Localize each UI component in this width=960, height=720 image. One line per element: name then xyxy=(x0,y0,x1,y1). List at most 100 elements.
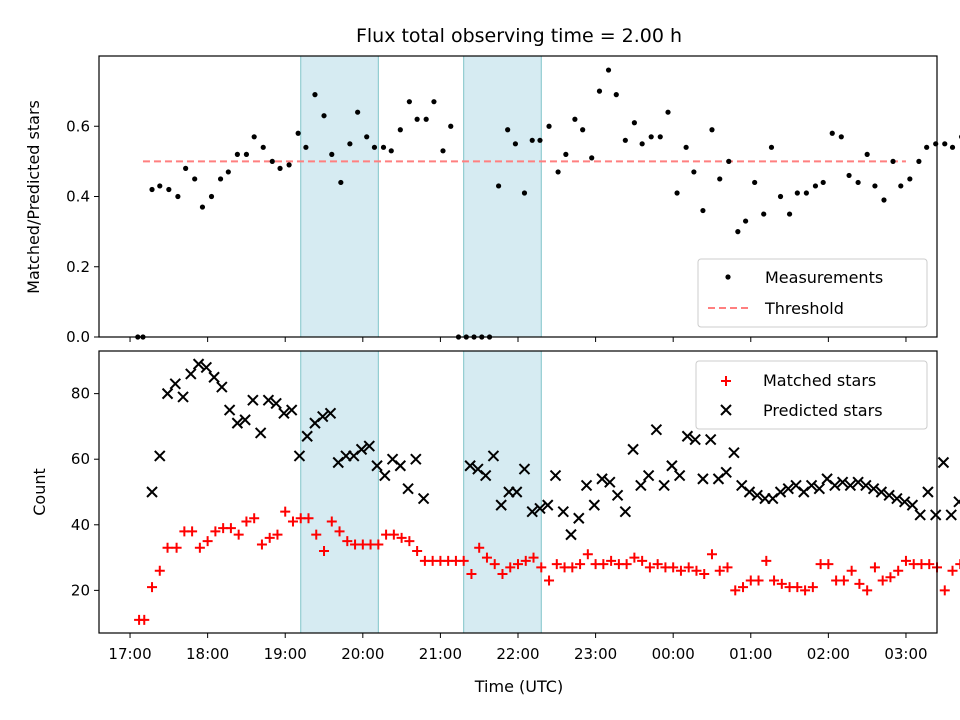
predicted-star-point xyxy=(542,499,554,511)
predicted-star-point xyxy=(355,443,368,456)
measurement-point xyxy=(529,137,535,143)
matched-star-point xyxy=(955,559,960,570)
measurement-point xyxy=(355,109,361,115)
measurement-point xyxy=(321,113,327,119)
matched-star-point xyxy=(311,529,322,540)
predicted-star-point xyxy=(673,469,686,482)
measurement-point xyxy=(423,116,429,122)
measurement-point xyxy=(243,151,250,157)
measurement-point xyxy=(225,169,231,175)
bottom-xtick-label: 01:00 xyxy=(729,645,772,663)
predicted-star-point xyxy=(200,361,213,374)
matched-star-point xyxy=(256,539,267,550)
bottom-xtick-label: 20:00 xyxy=(341,645,384,663)
predicted-star-point xyxy=(223,404,236,416)
measurement-point xyxy=(864,151,870,157)
predicted-star-point xyxy=(363,440,375,452)
matched-star-point xyxy=(396,532,407,543)
measurement-point xyxy=(846,172,852,179)
predicted-star-point xyxy=(875,486,888,498)
matched-star-point xyxy=(202,536,213,547)
matched-star-point xyxy=(738,582,749,593)
predicted-star-point xyxy=(813,483,826,495)
bottom-ytick-label: 60 xyxy=(71,450,90,468)
predicted-star-point xyxy=(208,371,220,383)
bottom-ytick-label: 80 xyxy=(71,385,90,403)
predicted-star-point xyxy=(317,410,329,423)
measurement-point xyxy=(440,148,446,154)
matched-star-point xyxy=(139,614,150,625)
matched-star-point xyxy=(862,585,873,596)
measurement-point xyxy=(596,88,603,94)
measurement-point xyxy=(208,193,215,200)
measurement-point xyxy=(521,190,528,196)
matched-star-point xyxy=(714,565,725,576)
predicted-star-point xyxy=(324,407,337,420)
matched-star-point xyxy=(823,559,834,570)
matched-star-point xyxy=(194,542,205,553)
predicted-star-point xyxy=(945,509,957,521)
matched-star-point xyxy=(644,562,655,573)
matched-star-point xyxy=(668,562,679,573)
measurement-point xyxy=(572,116,578,122)
predicted-star-point xyxy=(666,460,678,472)
predicted-star-point xyxy=(619,505,632,518)
bottom-xtick-label: 17:00 xyxy=(108,645,151,663)
matched-star-point xyxy=(412,546,423,557)
matched-star-point xyxy=(885,572,896,583)
predicted-star-point xyxy=(534,502,546,515)
measurement-point xyxy=(735,229,741,235)
predicted-star-point xyxy=(929,509,942,521)
predicted-star-point xyxy=(596,473,608,485)
matched-star-point xyxy=(233,529,244,540)
predicted-star-point xyxy=(658,479,670,492)
matched-star-point xyxy=(582,549,593,560)
measurement-point xyxy=(251,134,257,140)
matched-star-point xyxy=(458,555,469,566)
legend-measurements-label: Measurements xyxy=(765,268,883,287)
matched-star-point xyxy=(264,532,275,543)
predicted-star-point xyxy=(681,430,694,442)
predicted-star-point xyxy=(239,414,251,426)
measurement-point xyxy=(768,144,775,150)
matched-star-point xyxy=(342,536,353,547)
matched-star-point xyxy=(210,526,221,537)
matched-star-point xyxy=(854,578,865,589)
measurement-point xyxy=(605,67,612,73)
predicted-star-point xyxy=(580,479,593,492)
predicted-star-point xyxy=(270,397,282,410)
bottom-xtick-label: 23:00 xyxy=(574,645,617,663)
measurement-point xyxy=(260,144,266,150)
matched-star-point xyxy=(567,562,578,573)
matched-star-point xyxy=(171,542,182,553)
matched-star-point xyxy=(893,565,904,576)
measurement-point xyxy=(872,183,878,189)
measurement-point xyxy=(777,193,784,200)
matched-star-point xyxy=(474,542,485,553)
matched-star-point xyxy=(551,559,562,570)
predicted-star-point xyxy=(278,407,290,420)
measurement-point xyxy=(794,190,800,196)
predicted-star-point xyxy=(704,433,717,446)
matched-star-point xyxy=(606,555,617,566)
measurement-point xyxy=(761,211,767,217)
matched-star-point xyxy=(575,559,586,570)
matched-star-point xyxy=(505,562,516,573)
measurement-point xyxy=(512,141,519,147)
predicted-star-point xyxy=(379,469,391,482)
measurement-point xyxy=(388,148,394,154)
predicted-star-point xyxy=(161,387,174,400)
matched-star-point xyxy=(528,552,539,563)
measurement-point xyxy=(371,144,378,150)
measurement-point xyxy=(786,211,793,217)
predicted-star-point xyxy=(697,473,709,485)
measurement-point xyxy=(838,134,844,140)
bottom-xtick-label: 19:00 xyxy=(264,645,307,663)
predicted-star-point xyxy=(642,469,655,482)
matched-star-point xyxy=(154,565,165,576)
predicted-star-point xyxy=(394,460,407,472)
predicted-star-point xyxy=(891,492,903,505)
top-ytick-label: 0.6 xyxy=(66,117,90,135)
measurement-point xyxy=(217,176,224,182)
legend-measurements-marker xyxy=(725,274,731,280)
